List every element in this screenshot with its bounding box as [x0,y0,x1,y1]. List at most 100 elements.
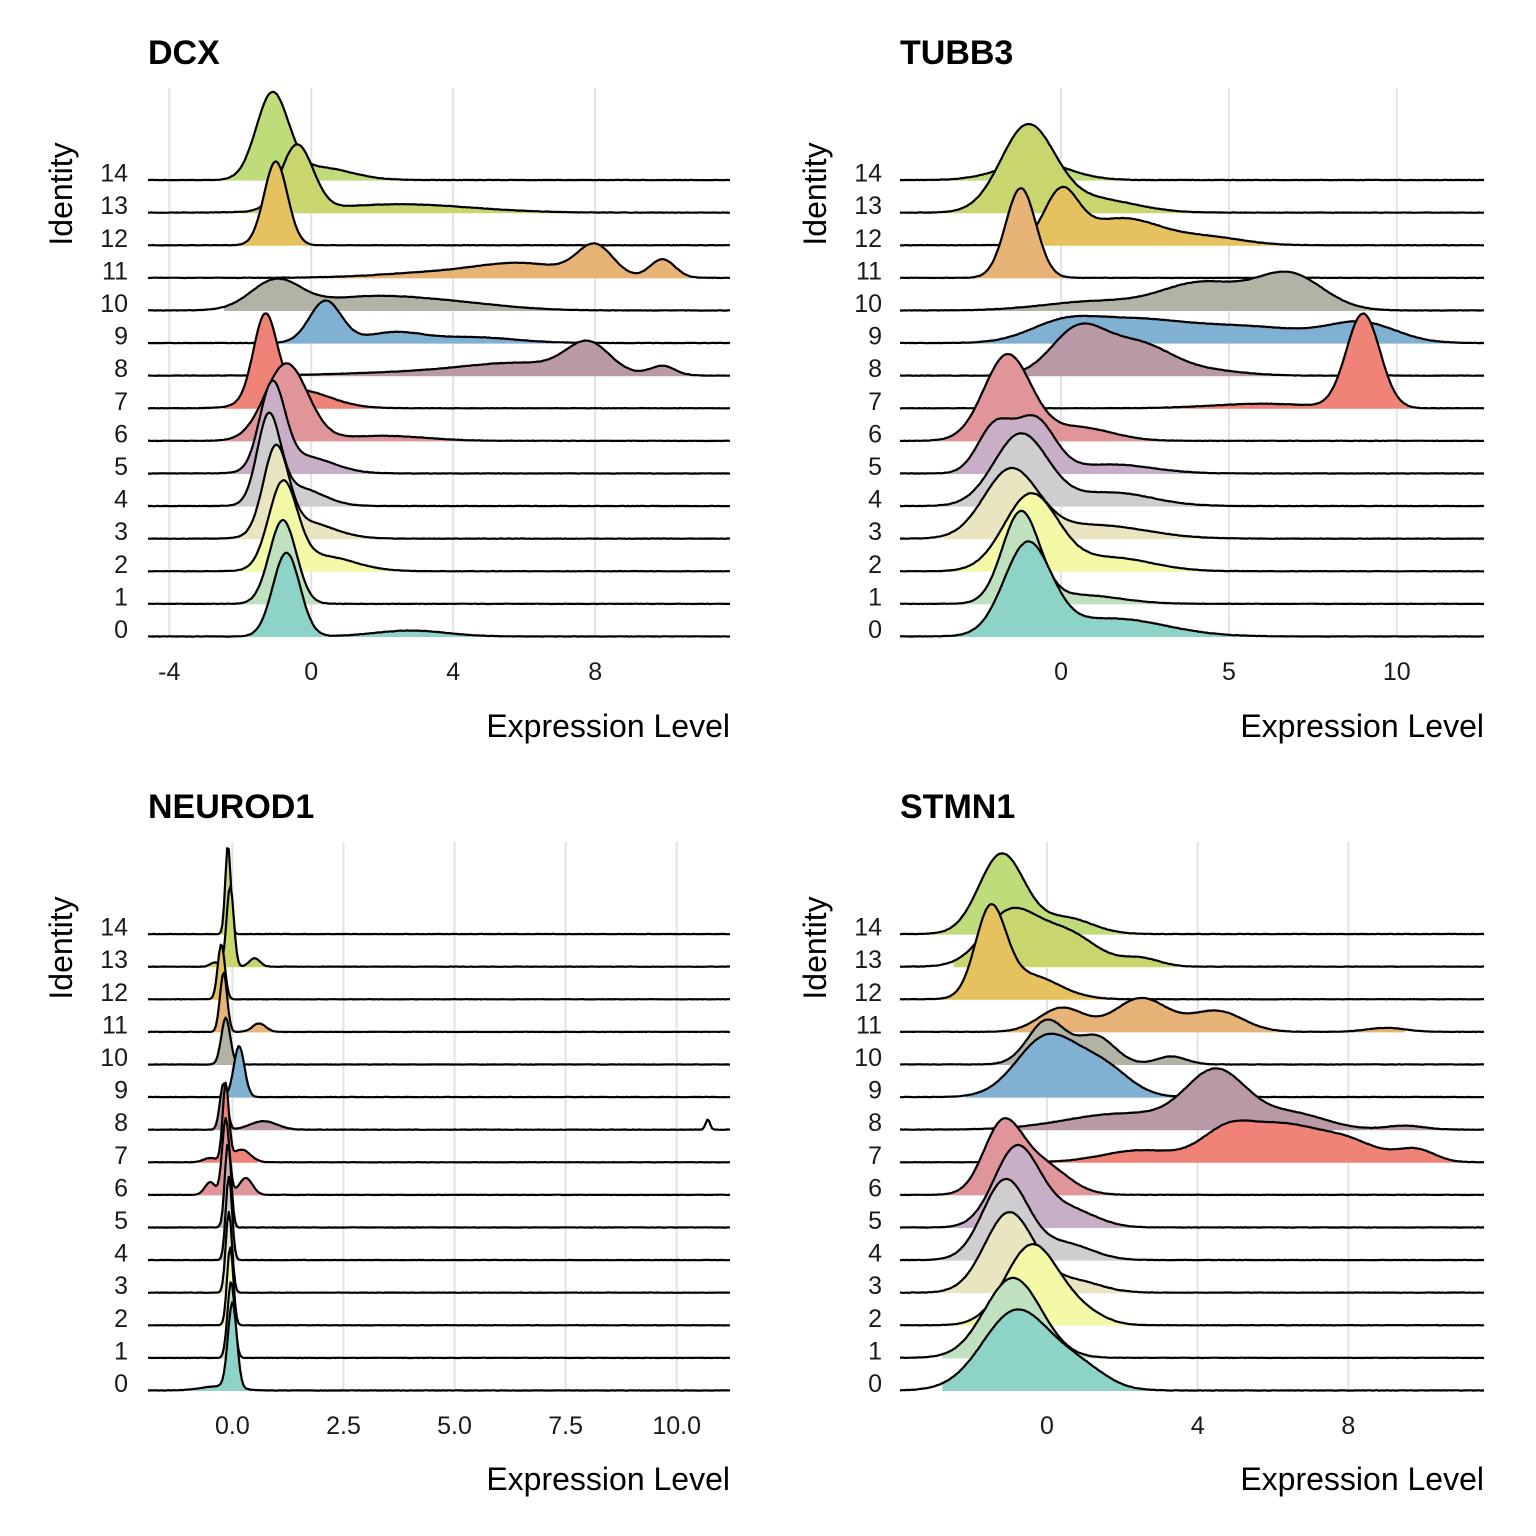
ridge-line-5 [147,1144,731,1229]
y-tick-label: 8 [114,355,128,383]
x-tick-label: -4 [158,658,180,686]
ridge-line-0 [899,540,1484,638]
ridge-line-10 [900,270,1484,312]
ridge-area-14 [916,853,1141,935]
ridge-line-3 [148,443,731,540]
ridge-line-12 [147,160,731,247]
ridge-line-6 [899,1117,1485,1197]
ridge-area-7 [1047,1120,1462,1163]
ridge-area-12 [916,904,1141,1000]
ridge-area-14 [219,91,470,181]
ridge-line-6 [899,353,1485,443]
y-tick-label: 14 [854,914,882,942]
ridge-line-5 [900,1143,1485,1229]
y-axis-label: Identity [797,142,833,245]
y-tick-label: 11 [102,1011,128,1039]
ridge-line-12 [899,185,1484,247]
x-tick-label: 10.0 [652,1412,701,1440]
y-tick-label: 5 [114,453,128,481]
ridge-line-1 [147,519,730,606]
y-tick-label: 11 [102,257,128,285]
y-tick-label: 1 [868,583,882,611]
x-tick-label: 8 [588,658,602,686]
ridge-line-11 [900,187,1485,280]
y-tick-label: 13 [100,946,128,974]
ridge-area-11 [927,188,1228,279]
y-tick-label: 2 [868,551,882,579]
ridge-line-1 [147,1281,731,1360]
y-tick-label: 6 [114,1174,128,1202]
ridge-area-8 [977,323,1329,377]
ridge-line-13 [147,143,731,214]
y-tick-label: 6 [868,420,882,448]
ridge-line-14 [148,90,731,182]
y-tick-label: 10 [854,290,882,318]
ridge-line-4 [147,1175,731,1262]
y-tick-label: 5 [868,1207,882,1235]
ridge-line-3 [900,466,1485,540]
y-axis-label: Identity [43,896,79,999]
ridge-area-13 [224,144,577,214]
ridge-line-8 [147,339,731,377]
y-tick-label: 12 [100,979,128,1007]
ridge-area-11 [193,972,276,1033]
y-tick-label: 12 [854,979,882,1007]
y-tick-label: 11 [856,1011,882,1039]
ridge-area-0 [942,1309,1178,1391]
y-tick-label: 10 [100,1044,128,1072]
ridge-area-13 [198,886,268,968]
y-tick-label: 4 [868,486,882,514]
x-tick-label: 4 [446,658,460,686]
x-tick-label: 4 [1191,1412,1205,1440]
x-tick-label: 0 [304,658,318,686]
y-tick-label: 5 [114,1207,128,1235]
ridge-area-8 [148,340,695,377]
panel-title: NEUROD1 [148,788,314,826]
ridge-line-5 [899,414,1484,475]
ridge-line-4 [899,1177,1484,1262]
ridge-line-9 [899,314,1485,345]
x-tick-label: 8 [1341,1412,1355,1440]
y-tick-label: 13 [100,192,128,220]
ridge-line-4 [899,432,1485,508]
ridge-line-0 [147,551,730,638]
ridge-line-2 [148,479,730,573]
ridge-area-0 [188,1302,263,1391]
ridge-area-3 [942,1212,1160,1294]
y-tick-label: 14 [100,914,128,942]
y-tick-label: 4 [114,486,128,514]
ridge-area-12 [224,161,488,246]
y-tick-label: 6 [114,420,128,448]
ridge-line-2 [900,492,1484,573]
y-tick-label: 2 [868,1305,882,1333]
ridge-line-14 [899,852,1484,936]
ridge-line-11 [147,242,731,280]
y-tick-label: 5 [868,453,882,481]
y-tick-label: 7 [114,1142,128,1170]
y-tick-label: 8 [868,355,882,383]
y-tick-label: 2 [114,1305,128,1333]
y-tick-label: 13 [854,946,882,974]
x-tick-label: 10 [1383,658,1411,686]
y-tick-label: 3 [868,518,882,546]
ridge-area-13 [943,124,1262,214]
ridge-area-1 [230,520,524,605]
y-tick-label: 9 [114,1077,128,1105]
ridge-line-0 [899,1308,1485,1392]
ridge-area-7 [927,313,1484,409]
x-tick-label: 0 [1040,1412,1054,1440]
y-tick-label: 4 [114,1240,128,1268]
y-tick-label: 7 [868,1142,882,1170]
y-tick-label: 8 [868,1109,882,1137]
ridge-area-7 [224,313,524,409]
x-axis-label: Expression Level [486,1461,730,1497]
ridge-line-6 [147,362,731,443]
ridge-area-7 [198,1082,258,1163]
ridge-line-9 [147,299,731,345]
x-tick-label: 2.5 [326,1412,361,1440]
y-tick-label: 7 [114,388,128,416]
ridge-area-6 [224,363,524,442]
